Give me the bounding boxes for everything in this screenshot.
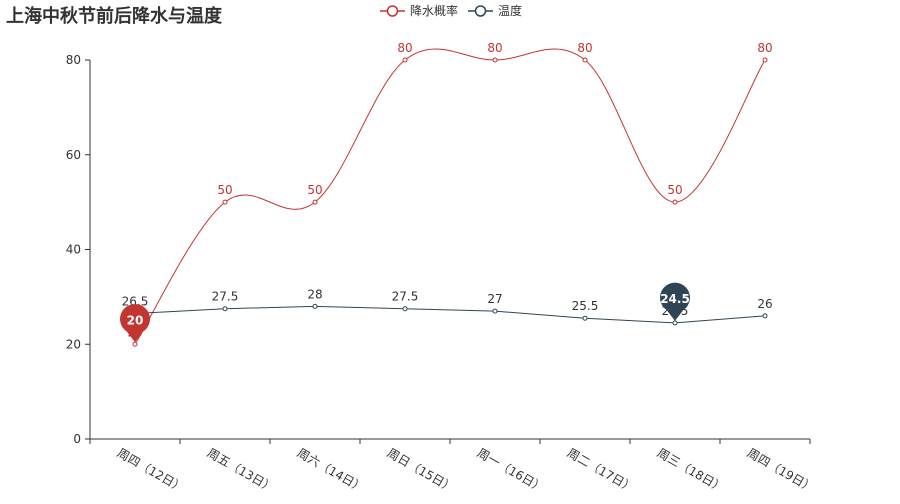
series-0-point (582, 57, 588, 63)
series-0-marker-pin (120, 303, 150, 343)
y-tick-label: 60 (66, 148, 81, 162)
x-tick-label: 周一（16日） (475, 446, 547, 496)
series-1-point (492, 308, 498, 314)
series-1-point (672, 320, 678, 326)
series-0-point (672, 199, 678, 205)
y-tick-label: 80 (66, 53, 81, 67)
series-0-point (762, 57, 768, 63)
series-0-data-label: 50 (307, 183, 322, 197)
series-1-point (402, 306, 408, 312)
y-tick-label: 40 (66, 243, 81, 257)
series-1-line (134, 305, 766, 324)
series-0-marker-label: 20 (127, 313, 144, 327)
x-tick-label: 周二（17日） (565, 446, 637, 496)
series-0-point (402, 57, 408, 63)
legend-item-label: 温度 (498, 3, 522, 18)
series-1-data-label: 26 (757, 297, 772, 311)
series-0-data-label: 80 (397, 41, 412, 55)
series-1-data-label: 27.5 (212, 290, 239, 304)
legend-item-label: 降水概率 (410, 3, 458, 18)
series-1-point (312, 303, 318, 309)
series-0-point (312, 199, 318, 205)
series-0-data-label: 50 (667, 183, 682, 197)
x-tick-label: 周四（19日） (745, 446, 817, 496)
y-tick-label: 0 (73, 432, 81, 446)
series-1-data-label: 27 (487, 292, 502, 306)
series-1-marker-pin (659, 282, 690, 321)
legend-swatch-marker (474, 5, 487, 17)
y-tick-label: 20 (66, 337, 81, 351)
x-tick-label: 周日（15日） (385, 446, 457, 496)
series-1-data-label: 26.5 (122, 294, 149, 308)
series-0-point (222, 199, 228, 205)
series-1-data-label: 28 (307, 287, 322, 301)
x-tick-label: 周五（13日） (205, 446, 277, 496)
series-0-data-label: 80 (757, 41, 772, 55)
series-0-data-label: 80 (577, 41, 592, 55)
series-1-data-label: 27.5 (392, 290, 419, 304)
series-1-point (582, 315, 588, 321)
series-0-data-label: 80 (487, 41, 502, 55)
series-0-data-label: 50 (217, 183, 232, 197)
series-1-marker-label: 24.5 (660, 292, 690, 306)
series-1-point (762, 313, 768, 319)
x-tick-label: 周三（18日） (655, 446, 727, 496)
series-1-data-label: 25.5 (572, 299, 599, 313)
x-tick-label: 周六（14日） (295, 446, 367, 496)
series-0-point (492, 57, 498, 63)
chart-title: 上海中秋节前后降水与温度 (6, 6, 222, 27)
x-tick-label: 周四（12日） (115, 446, 187, 496)
legend-swatch-marker (386, 5, 399, 17)
series-0-point (132, 341, 138, 347)
series-1-point (222, 306, 228, 312)
